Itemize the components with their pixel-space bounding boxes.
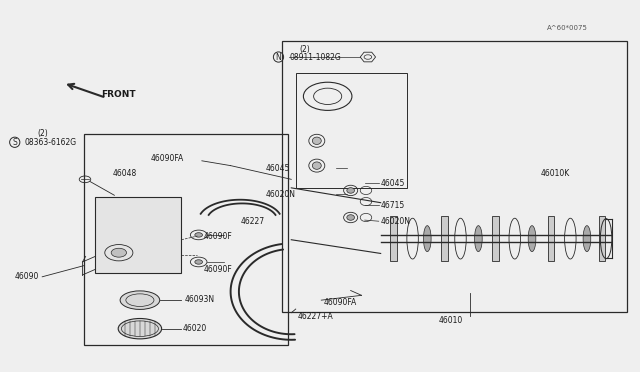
Text: 46010K: 46010K xyxy=(540,169,570,177)
Text: 46010: 46010 xyxy=(438,316,462,325)
Text: 46093N: 46093N xyxy=(184,295,215,304)
Text: (2): (2) xyxy=(38,129,49,138)
Circle shape xyxy=(195,233,202,237)
Text: 46020N: 46020N xyxy=(381,217,411,226)
Text: 46090F: 46090F xyxy=(204,265,232,274)
Text: 46227+A: 46227+A xyxy=(298,312,333,321)
Text: 46090FA: 46090FA xyxy=(151,154,184,163)
Text: 46090: 46090 xyxy=(15,272,39,281)
Text: N: N xyxy=(276,52,282,61)
Text: 08363-6162G: 08363-6162G xyxy=(25,138,77,147)
FancyBboxPatch shape xyxy=(492,217,499,261)
Text: FRONT: FRONT xyxy=(102,90,136,99)
Ellipse shape xyxy=(312,162,321,169)
Text: A^60*0075: A^60*0075 xyxy=(547,26,588,32)
Text: 46715: 46715 xyxy=(381,201,405,210)
FancyBboxPatch shape xyxy=(548,217,554,261)
Ellipse shape xyxy=(474,226,482,251)
FancyBboxPatch shape xyxy=(599,217,605,261)
FancyBboxPatch shape xyxy=(442,217,448,261)
Ellipse shape xyxy=(583,226,591,251)
Ellipse shape xyxy=(347,215,355,220)
FancyBboxPatch shape xyxy=(95,197,181,273)
Text: 46045: 46045 xyxy=(266,164,290,173)
Ellipse shape xyxy=(528,226,536,251)
Text: 08911-1082G: 08911-1082G xyxy=(289,52,341,61)
FancyBboxPatch shape xyxy=(390,217,397,261)
Ellipse shape xyxy=(347,187,355,193)
Text: 46045: 46045 xyxy=(381,179,405,187)
Circle shape xyxy=(195,260,202,264)
Text: 46020: 46020 xyxy=(182,324,207,333)
Text: 46048: 46048 xyxy=(113,169,137,177)
Ellipse shape xyxy=(312,137,321,144)
Text: (2): (2) xyxy=(300,45,310,54)
Text: 46227: 46227 xyxy=(240,217,264,226)
Ellipse shape xyxy=(120,291,160,310)
Ellipse shape xyxy=(424,226,431,251)
Circle shape xyxy=(111,248,127,257)
Ellipse shape xyxy=(118,318,162,339)
Text: 46090FA: 46090FA xyxy=(323,298,356,307)
Text: S: S xyxy=(12,138,17,147)
Text: 46090F: 46090F xyxy=(204,231,232,241)
Text: 46020N: 46020N xyxy=(266,190,296,199)
